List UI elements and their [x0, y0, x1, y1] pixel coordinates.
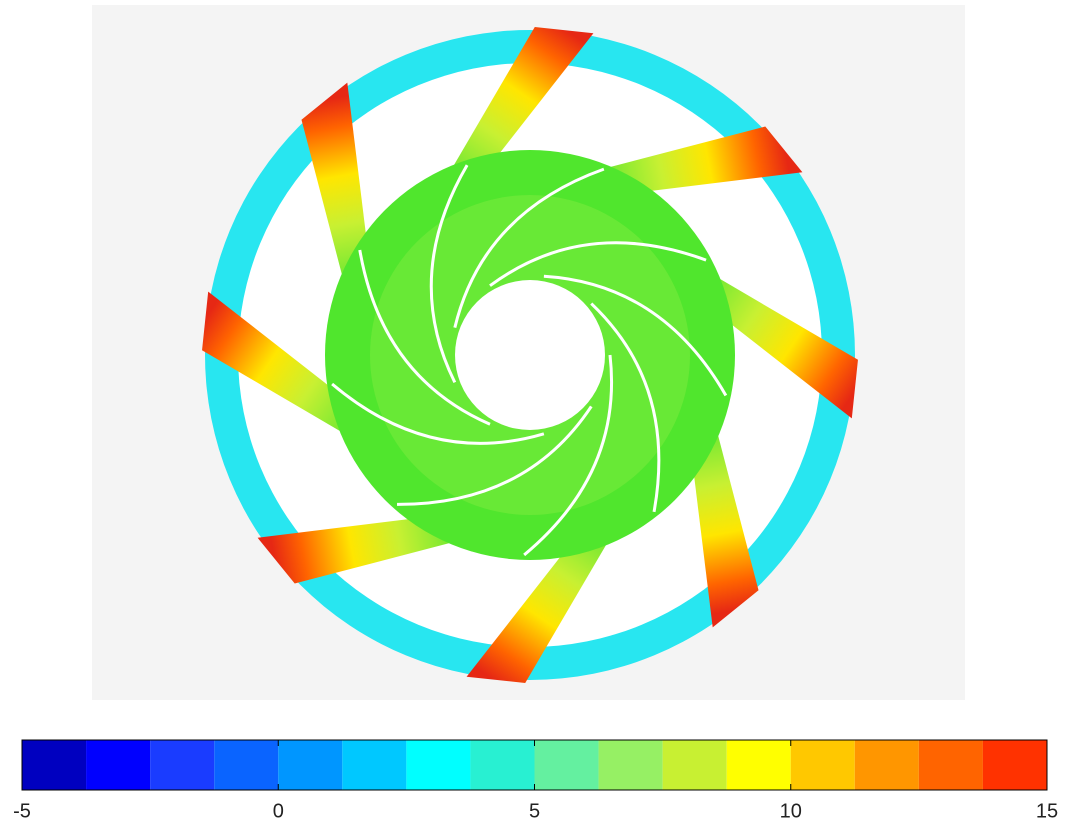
tick-label: 5: [529, 800, 540, 822]
color-bin: [918, 740, 983, 790]
color-bin: [150, 740, 215, 790]
color-bin: [22, 740, 87, 790]
color-bin: [214, 740, 279, 790]
color-bin: [470, 740, 535, 790]
impeller-blade: [397, 405, 593, 506]
colorbar: -5 0 5 10 15: [13, 739, 1058, 822]
contour-plot: [202, 27, 858, 683]
color-bin: [278, 740, 343, 790]
tick-label: 15: [1036, 800, 1058, 822]
color-bin: [86, 740, 151, 790]
color-bin: [790, 740, 855, 790]
color-bin: [982, 740, 1047, 790]
color-bin: [406, 740, 471, 790]
color-bin: [534, 740, 599, 790]
impeller-blade: [489, 241, 707, 287]
color-bin: [854, 740, 919, 790]
tick-label: 0: [273, 800, 284, 822]
color-bin: [598, 740, 663, 790]
impeller-blade: [429, 164, 469, 384]
impeller-blade: [523, 354, 614, 557]
color-bin: [726, 740, 791, 790]
tick-label: 10: [780, 800, 802, 822]
impeller-blade: [453, 167, 605, 328]
impeller-blade: [590, 302, 661, 513]
impeller-blade: [543, 274, 728, 397]
impeller-blade: [331, 382, 545, 445]
impeller-blade: [358, 249, 491, 426]
tick-label: -5: [13, 800, 31, 822]
color-bin: [662, 740, 727, 790]
color-bin: [342, 740, 407, 790]
hub: [455, 280, 605, 430]
